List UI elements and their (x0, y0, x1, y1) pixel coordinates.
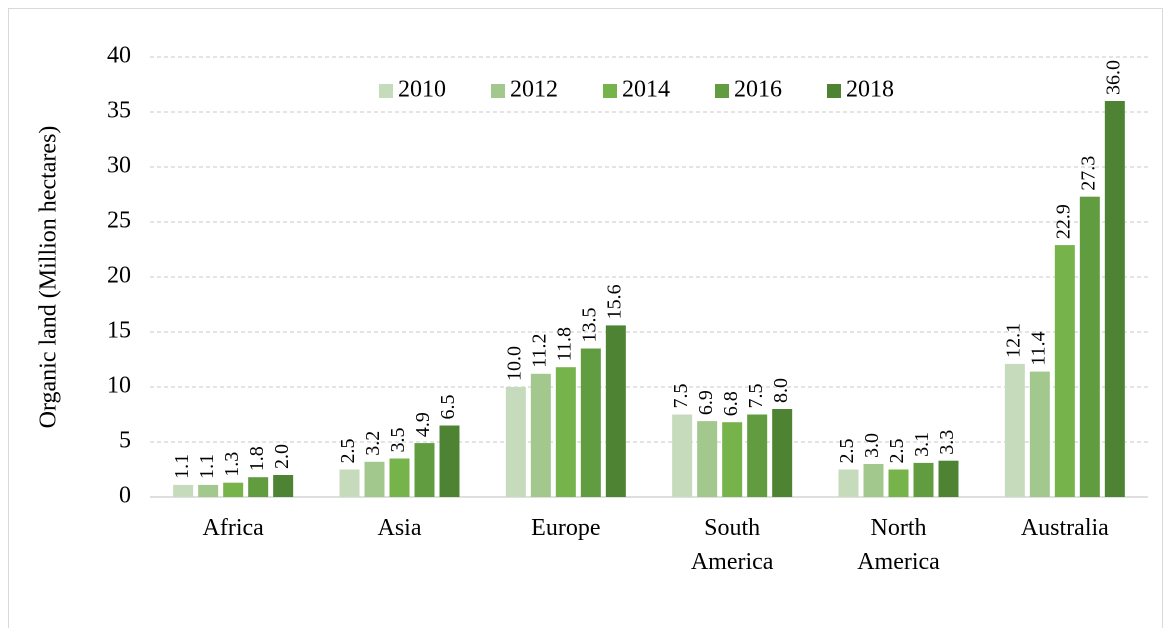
bar (364, 461, 385, 497)
value-label: 3.0 (861, 433, 883, 458)
bar (1004, 363, 1025, 497)
legend-label: 2012 (510, 77, 558, 103)
legend-swatch (603, 84, 617, 98)
chart-border (8, 8, 1163, 628)
value-label: 1.1 (196, 454, 218, 479)
bar (697, 421, 718, 497)
x-tick-label: Europe (531, 515, 600, 541)
y-tick-label: 10 (107, 373, 131, 399)
bar (339, 469, 360, 497)
y-tick-label: 5 (119, 428, 131, 454)
value-label: 13.5 (578, 308, 600, 343)
value-label: 3.5 (387, 428, 409, 453)
legend-label: 2018 (846, 77, 894, 103)
bar (672, 414, 693, 497)
bar (1054, 245, 1075, 497)
bar (439, 425, 460, 497)
bar (580, 348, 601, 497)
legend-label: 2014 (622, 77, 670, 103)
value-label: 4.9 (412, 412, 434, 437)
bar (1029, 371, 1050, 497)
bar (173, 484, 194, 497)
value-label: 36.0 (1102, 60, 1124, 95)
legend-swatch (379, 84, 393, 98)
legend-swatch (715, 84, 729, 98)
value-label: 2.0 (271, 444, 293, 469)
legend-label: 2010 (398, 77, 446, 103)
value-label: 2.5 (337, 439, 359, 464)
legend-swatch (491, 84, 505, 98)
value-label: 27.3 (1077, 156, 1099, 191)
x-tick-label: North America (857, 515, 940, 575)
y-tick-label: 35 (107, 98, 131, 124)
value-label: 6.9 (695, 390, 717, 415)
y-tick-label: 30 (107, 153, 131, 179)
value-label: 3.1 (911, 432, 933, 457)
value-label: 11.4 (1027, 331, 1049, 365)
x-tick-label: Australia (1021, 515, 1109, 541)
bar (555, 367, 576, 497)
bar (863, 464, 884, 497)
y-tick-label: 20 (107, 263, 131, 289)
bar (722, 422, 743, 497)
bar (248, 477, 269, 497)
bar (389, 458, 410, 497)
bar (273, 475, 294, 497)
bar (223, 482, 244, 497)
value-label: 22.9 (1052, 204, 1074, 239)
y-tick-label: 15 (107, 318, 131, 344)
value-label: 1.3 (221, 452, 243, 477)
bar (913, 462, 934, 497)
legend-label: 2016 (734, 77, 782, 103)
value-label: 6.5 (437, 395, 459, 420)
x-tick-label: Asia (378, 515, 422, 541)
bar (1079, 196, 1100, 497)
value-label: 6.8 (720, 391, 742, 416)
bar (747, 414, 768, 497)
bar (772, 409, 793, 497)
value-label: 11.2 (528, 334, 550, 368)
bar (530, 373, 551, 497)
y-tick-label: 25 (107, 208, 131, 234)
value-label: 7.5 (670, 384, 692, 409)
x-tick-label: South America (691, 515, 774, 575)
bar (888, 469, 909, 497)
bar (605, 325, 626, 497)
y-tick-label: 0 (119, 483, 131, 509)
value-label: 12.1 (1002, 323, 1024, 358)
bar (1104, 101, 1125, 497)
bar (414, 443, 435, 497)
legend-swatch (827, 84, 841, 98)
value-label: 3.3 (936, 430, 958, 455)
value-label: 1.8 (246, 446, 268, 471)
bar (838, 469, 859, 497)
value-label: 7.5 (745, 384, 767, 409)
value-label: 15.6 (603, 284, 625, 319)
value-label: 1.1 (171, 454, 193, 479)
y-axis-title: Organic land (Million hectares) (36, 126, 62, 429)
value-label: 3.2 (362, 431, 384, 456)
bar (198, 484, 219, 497)
x-tick-label: Africa (203, 515, 265, 541)
value-label: 2.5 (836, 439, 858, 464)
value-label: 10.0 (503, 346, 525, 381)
bar (938, 460, 959, 497)
value-label: 2.5 (886, 439, 908, 464)
value-label: 11.8 (553, 327, 575, 361)
value-label: 8.0 (770, 378, 792, 403)
y-tick-label: 40 (107, 43, 131, 69)
bar (505, 387, 526, 497)
